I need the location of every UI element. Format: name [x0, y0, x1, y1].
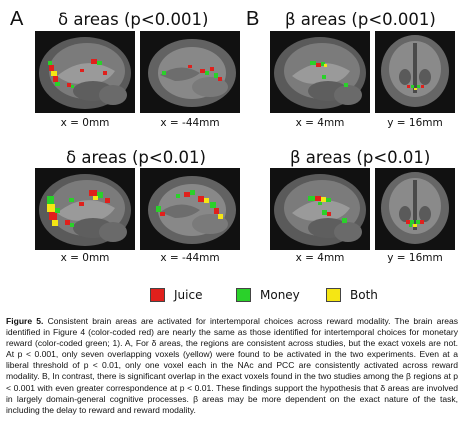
panel-a-title-bottom: δ areas (p<0.01) — [66, 148, 206, 167]
panel-b-title-top: β areas (p<0.001) — [285, 10, 436, 29]
legend-swatch-money — [236, 288, 251, 302]
panel-b-title-bottom: β areas (p<0.01) — [290, 148, 431, 167]
caption-a-top-1: x = 0mm — [60, 117, 110, 129]
caption-b-top-2: y = 16mm — [387, 117, 443, 129]
legend-label-both: Both — [350, 288, 378, 302]
legend-swatch-both — [326, 288, 341, 302]
figure-caption: Figure 5. Consistent brain areas are act… — [6, 316, 458, 416]
brain-image-a-bottom-lateral — [140, 168, 240, 250]
brain-image-a-top-lateral — [140, 31, 240, 113]
legend-label-money: Money — [260, 288, 300, 302]
caption-b-bottom-1: x = 4mm — [295, 252, 345, 264]
legend-swatch-juice — [150, 288, 165, 302]
legend-item-money: Money — [236, 286, 300, 304]
figure-caption-text: Consistent brain areas are activated for… — [6, 316, 458, 415]
panel-a-letter: A — [10, 8, 24, 30]
legend-item-both: Both — [326, 286, 378, 304]
brain-image-a-bottom-sagittal — [35, 168, 135, 250]
brain-image-b-bottom-coronal — [375, 168, 455, 250]
legend-item-juice: Juice — [150, 286, 202, 304]
brain-image-b-bottom-sagittal — [270, 168, 370, 250]
legend-label-juice: Juice — [174, 288, 203, 302]
figure-label: Figure 5. — [6, 316, 44, 326]
panel-b-letter: B — [246, 8, 260, 30]
caption-a-bottom-2: x = -44mm — [160, 252, 220, 264]
panel-a-title-top: δ areas (p<0.001) — [58, 10, 209, 29]
caption-b-top-1: x = 4mm — [295, 117, 345, 129]
brain-image-b-top-sagittal — [270, 31, 370, 113]
brain-image-b-top-coronal — [375, 31, 455, 113]
caption-a-bottom-1: x = 0mm — [60, 252, 110, 264]
brain-image-a-top-sagittal — [35, 31, 135, 113]
caption-b-bottom-2: y = 16mm — [387, 252, 443, 264]
caption-a-top-2: x = -44mm — [160, 117, 220, 129]
